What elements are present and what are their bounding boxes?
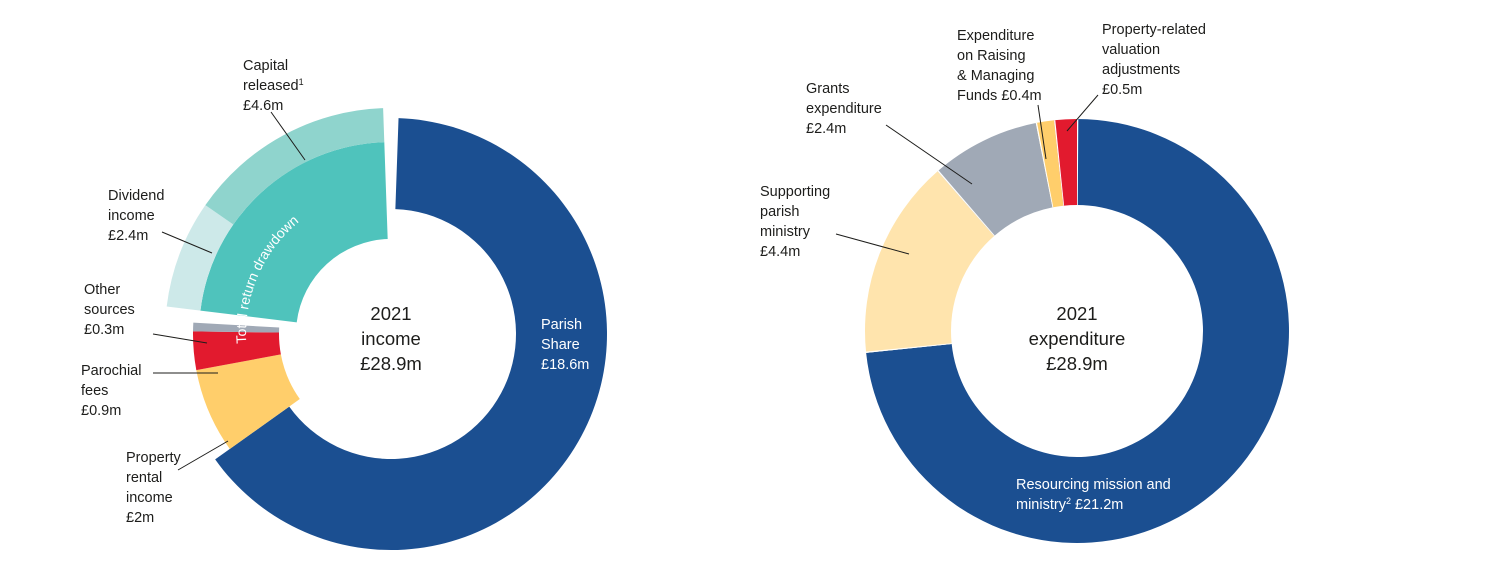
leader-other-sources	[152, 333, 208, 344]
expenditure-donut-chart: 2021 expenditure £28.9m Resourcing mission …	[760, 22, 1290, 543]
label-supporting-parish: Supporting parish ministry £4.4m	[760, 184, 830, 260]
label-parish-share: Parish Share £18.6m	[541, 317, 589, 373]
leader-raising-funds	[1037, 104, 1047, 160]
slice-raising-funds	[1035, 120, 1064, 208]
label-resourcing-mission-line1: Resourcing mission and	[1016, 477, 1171, 493]
label-parochial-fees: Parochial fees £0.9m	[81, 363, 141, 419]
label-raising-funds: Expenditure on Raising & Managing Funds £0.…	[957, 28, 1042, 104]
leader-capital-released	[270, 111, 306, 161]
label-other-sources: Other sources £0.3m	[84, 282, 135, 338]
label-valuation-adjustments: Property-related valuation adjustments £0.5…	[1102, 22, 1206, 98]
income-center-label: 2021 income £28.9m	[360, 303, 422, 374]
slice-parochial-fees	[193, 331, 281, 371]
slice-property-rental	[196, 354, 300, 449]
slice-other-sources	[193, 322, 280, 333]
leader-dividend-income	[161, 231, 213, 254]
slice-separator	[937, 170, 995, 237]
leader-valuation-adjustments	[1066, 94, 1099, 132]
slice-capital-released	[205, 108, 385, 225]
slice-grants-expenditure	[937, 123, 1053, 237]
slice-resourcing-mission	[866, 119, 1290, 543]
label-property-rental: Property rental income £2m	[126, 450, 182, 526]
slice-parish-share	[215, 118, 608, 550]
slice-total-return-drawdown	[200, 142, 388, 323]
leader-supporting-parish	[835, 233, 910, 255]
leader-property-rental	[177, 440, 229, 471]
slice-dividend-income	[166, 205, 234, 311]
label-capital-released: Capital released1 £4.6m	[243, 58, 304, 114]
slice-supporting-parish	[865, 171, 995, 353]
slice-separator	[1035, 122, 1054, 208]
expenditure-center-label: 2021 expenditure £28.9m	[1029, 303, 1126, 374]
label-grants-expenditure: Grants expenditure £2.4m	[806, 81, 882, 137]
slice-separator	[1077, 119, 1079, 206]
slice-separator	[865, 343, 952, 353]
label-dividend-income: Dividend income £2.4m	[108, 188, 164, 244]
slice-separator	[1053, 120, 1065, 206]
slice-valuation-adjustments	[1053, 119, 1077, 206]
leader-grants-expenditure	[885, 124, 973, 185]
label-resourcing-mission-line2: ministry2 £21.2m	[1016, 496, 1123, 513]
